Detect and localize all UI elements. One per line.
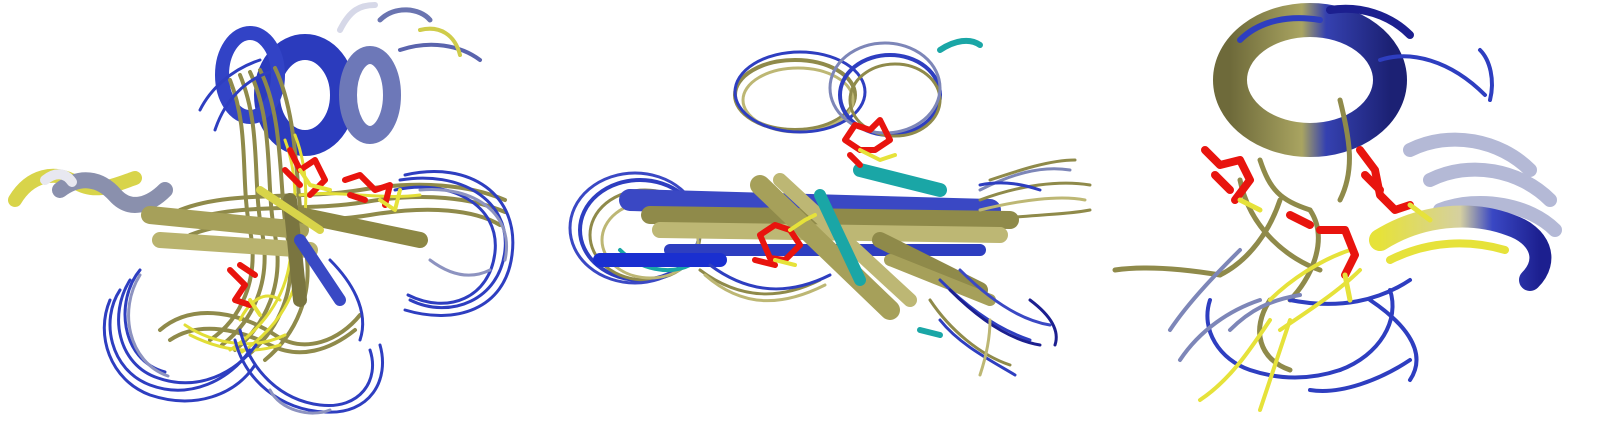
central-strands: [593, 163, 1019, 320]
disulfide-bonds-yellow: [248, 168, 402, 317]
top-loops: [733, 37, 983, 138]
backbone-slate: [1168, 248, 1302, 362]
disulfide-bonds: [1201, 146, 1414, 279]
protein-ensemble-middle: [560, 0, 1120, 445]
backbone-yellow: [1198, 248, 1362, 412]
right-tails: [978, 158, 1092, 222]
bottom-loops: [917, 268, 1058, 377]
bottom-left-loops: [698, 263, 832, 303]
ensemble-left-svg: [8, 2, 515, 415]
model-right-svg: [1112, 3, 1562, 412]
backbone-olive: [1112, 97, 1352, 373]
helix-left: [8, 168, 173, 213]
loop-bundle-slate: [127, 187, 508, 415]
disulfide-bonds-yellow: [1237, 197, 1433, 303]
protein-ensemble-left: [0, 0, 540, 445]
disulfide-bonds-yellow: [773, 148, 897, 267]
protein-model-right: [1110, 0, 1620, 445]
helix-top: [1213, 3, 1487, 157]
helix-right: [1369, 205, 1552, 291]
backbone-blue: [1205, 48, 1494, 393]
beta-sheet: [141, 186, 428, 307]
ensemble-middle-svg: [568, 37, 1092, 377]
disulfide-bonds: [227, 147, 393, 308]
